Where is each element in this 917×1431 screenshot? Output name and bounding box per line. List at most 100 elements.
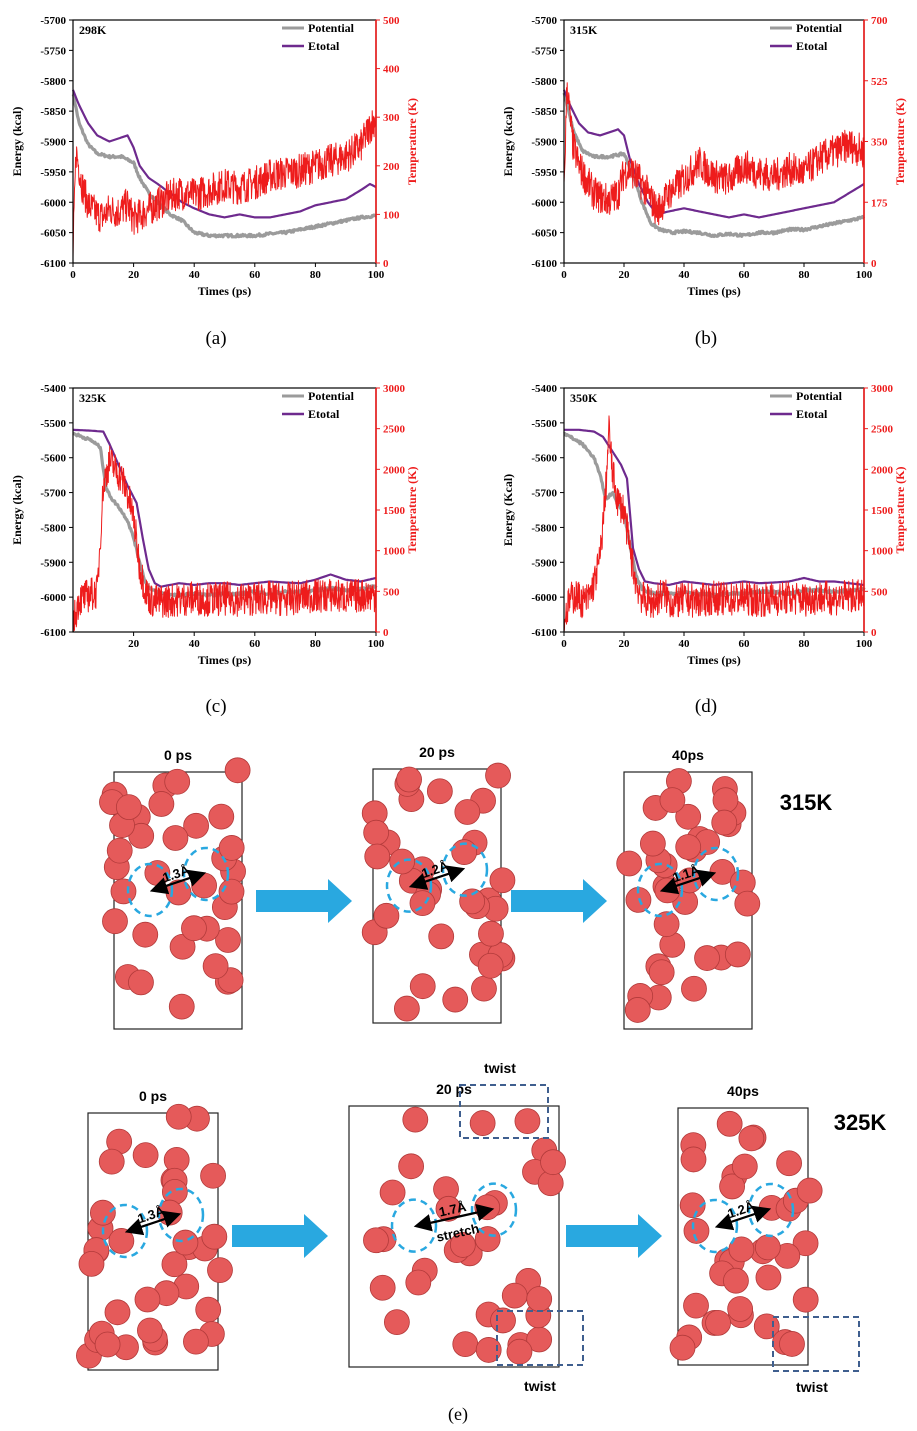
y2-axis-label: Temperature (K) xyxy=(893,98,907,185)
atom xyxy=(471,975,497,1002)
y-tick-label: -5900 xyxy=(40,137,66,149)
y-axis-label: Energy (kcal) xyxy=(10,475,24,545)
y2-tick-label: 500 xyxy=(383,15,400,27)
atom xyxy=(442,986,469,1013)
atom xyxy=(148,791,175,817)
atom xyxy=(183,1328,209,1355)
y-tick-label: -6000 xyxy=(531,592,557,604)
x-axis-label: Times (ps) xyxy=(198,284,251,298)
atom xyxy=(373,902,400,929)
atom xyxy=(106,837,133,864)
atom xyxy=(137,1317,163,1344)
distance-arrow xyxy=(124,1210,182,1236)
atom xyxy=(132,1142,159,1169)
x-axis-label: Times (ps) xyxy=(687,653,740,667)
atom xyxy=(729,869,756,896)
y-tick-label: -5600 xyxy=(531,453,557,465)
atom xyxy=(181,915,207,942)
atom xyxy=(675,803,702,830)
y-tick-label: -5700 xyxy=(40,488,66,500)
series-line-temperature xyxy=(72,110,377,258)
y-tick-label: -6050 xyxy=(531,228,557,240)
x-tick-label: 80 xyxy=(799,638,811,650)
y-tick-label: -6100 xyxy=(40,258,66,270)
x-tick-label: 20 xyxy=(128,269,140,281)
atom xyxy=(134,1286,161,1313)
x-tick-label: 20 xyxy=(619,269,631,281)
y-tick-label: -5700 xyxy=(531,15,557,27)
y2-tick-label: 1500 xyxy=(871,505,894,517)
twist-box xyxy=(772,1316,860,1372)
atom xyxy=(363,819,390,846)
atom xyxy=(94,1331,121,1358)
x-tick-label: 40 xyxy=(679,269,691,281)
legend-label-potential: Potential xyxy=(308,21,355,35)
atom xyxy=(396,766,422,793)
atom xyxy=(428,923,455,950)
chart-b: 0 20 40 60 80 100 -6100 -6050 -6000 -5950 -5900 -58… xyxy=(501,15,907,298)
y2-tick-label: 0 xyxy=(383,627,389,639)
atom xyxy=(104,1299,131,1326)
atom xyxy=(452,1331,479,1357)
snapshot-time-label: 0 ps xyxy=(164,747,192,763)
y2-tick-label: 2500 xyxy=(383,424,406,436)
y2-tick-label: 3000 xyxy=(383,383,406,395)
atom xyxy=(639,830,666,857)
x-tick-label: 100 xyxy=(856,269,873,281)
snapshot-0ps: 0 ps1.3Å xyxy=(99,747,251,1030)
panel-label: (b) xyxy=(695,328,717,349)
legend-label-etotal: Etotal xyxy=(308,39,340,53)
snapshot-time-label: 40ps xyxy=(672,747,704,763)
legend-label-etotal: Etotal xyxy=(796,39,828,53)
distance-arrow xyxy=(714,1205,772,1231)
panel-label: (e) xyxy=(448,1404,468,1425)
temperature-label: 315K xyxy=(570,23,598,37)
y-tick-label: -5500 xyxy=(40,418,66,430)
y-tick-label: -5850 xyxy=(40,106,66,118)
atom xyxy=(705,1309,731,1336)
atom xyxy=(738,1125,765,1152)
panel-label: (d) xyxy=(695,696,717,717)
x-tick-label: 80 xyxy=(310,269,322,281)
y2-tick-label: 200 xyxy=(383,161,400,173)
snapshot-0ps: 0 ps1.3Å xyxy=(76,1088,233,1371)
x-tick-label: 100 xyxy=(368,638,385,650)
atom xyxy=(108,1228,135,1254)
y-tick-label: -5950 xyxy=(531,167,557,179)
x-tick-label: 40 xyxy=(189,638,201,650)
y2-tick-label: 100 xyxy=(383,209,400,221)
atom xyxy=(731,1153,758,1180)
panel-label: (a) xyxy=(205,328,226,349)
atom xyxy=(680,1146,707,1173)
y-tick-label: -5700 xyxy=(40,15,66,27)
y2-axis-label: Temperature (K) xyxy=(893,467,907,554)
series-line-potential xyxy=(72,431,378,598)
panel-label: (c) xyxy=(205,696,226,717)
y2-tick-label: 1500 xyxy=(383,505,406,517)
legend-label-potential: Potential xyxy=(308,389,355,403)
temperature-label: 325K xyxy=(79,391,107,405)
y2-tick-label: 3000 xyxy=(871,383,894,395)
atom xyxy=(132,921,159,948)
atom xyxy=(426,778,453,805)
y2-tick-label: 2000 xyxy=(383,464,406,476)
legend-label-potential: Potential xyxy=(796,389,843,403)
atom xyxy=(379,1179,406,1206)
x-axis-label: Times (ps) xyxy=(198,653,251,667)
x-tick-label: 0 xyxy=(561,269,567,281)
atom xyxy=(694,945,720,971)
transition-arrow xyxy=(511,879,607,923)
y-tick-label: -5900 xyxy=(531,137,557,149)
y-tick-label: -6050 xyxy=(40,228,66,240)
atom xyxy=(506,1338,533,1365)
legend-label-etotal: Etotal xyxy=(796,407,828,421)
atom xyxy=(779,1331,805,1357)
x-tick-label: 40 xyxy=(679,638,691,650)
atom xyxy=(669,1334,696,1361)
atom xyxy=(449,1232,476,1258)
atom xyxy=(712,787,739,814)
atom xyxy=(616,850,643,877)
y2-tick-label: 0 xyxy=(871,627,877,639)
